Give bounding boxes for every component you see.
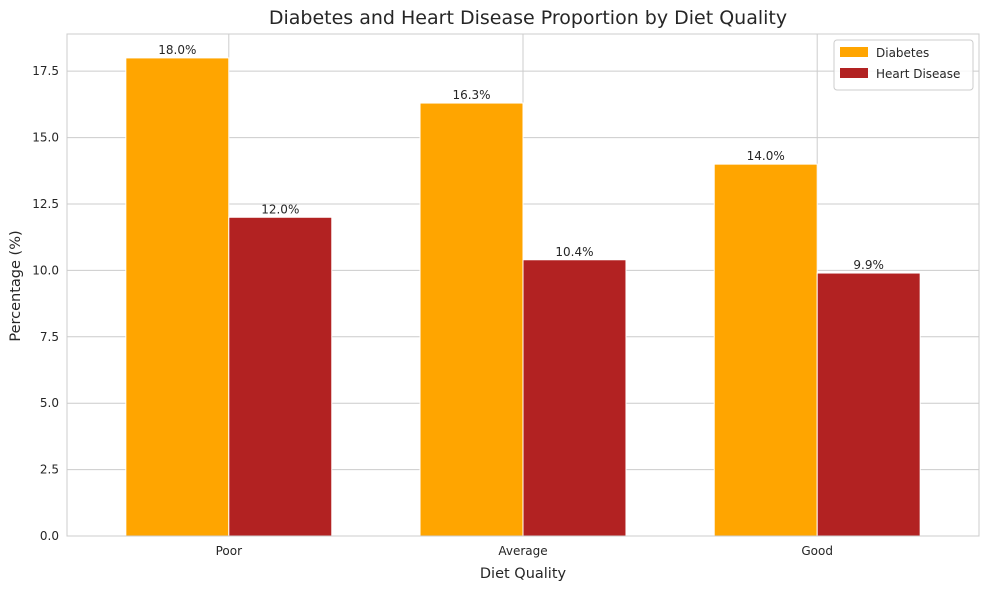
data-label: 14.0% [747,149,785,163]
chart-title: Diabetes and Heart Disease Proportion by… [269,7,787,29]
bar-diabetes-average [419,102,524,537]
bar-heart-disease-good [816,272,921,537]
data-label: 18.0% [158,43,196,57]
bar-diabetes-poor [125,57,230,537]
legend-swatch [840,68,868,78]
y-axis-ticks: 0.0 2.5 5.0 7.5 10.0 12.5 15.0 17.5 [32,64,59,543]
x-tick-label: Average [498,544,547,558]
data-label: 12.0% [261,202,299,216]
bar-heart-disease-poor [228,216,333,537]
bar-heart-disease-average [522,259,627,537]
bars [125,57,921,537]
legend-label: Heart Disease [876,67,960,81]
data-labels: 18.0% 16.3% 14.0% 12.0% 10.4% 9.9% [158,43,884,272]
y-tick-label: 7.5 [40,330,59,344]
legend-box [833,39,974,91]
x-tick-label: Poor [216,544,242,558]
y-tick-label: 2.5 [40,463,59,477]
x-axis-label: Diet Quality [480,566,567,582]
y-tick-label: 10.0 [32,263,59,277]
y-axis-label: Percentage (%) [8,230,24,341]
y-tick-label: 15.0 [32,131,59,145]
data-label: 16.3% [452,88,490,102]
legend: Diabetes Heart Disease [833,39,974,91]
y-tick-label: 17.5 [32,64,59,78]
y-tick-label: 0.0 [40,529,59,543]
legend-label: Diabetes [876,46,929,60]
legend-swatch [840,47,868,57]
plot-frame [66,33,980,537]
bar-diabetes-good [713,163,818,537]
data-label: 10.4% [555,245,593,259]
y-tick-label: 12.5 [32,197,59,211]
x-tick-label: Good [801,544,833,558]
x-axis-ticks: Poor Average Good [216,544,833,558]
data-label: 9.9% [853,258,884,272]
y-tick-label: 5.0 [40,396,59,410]
